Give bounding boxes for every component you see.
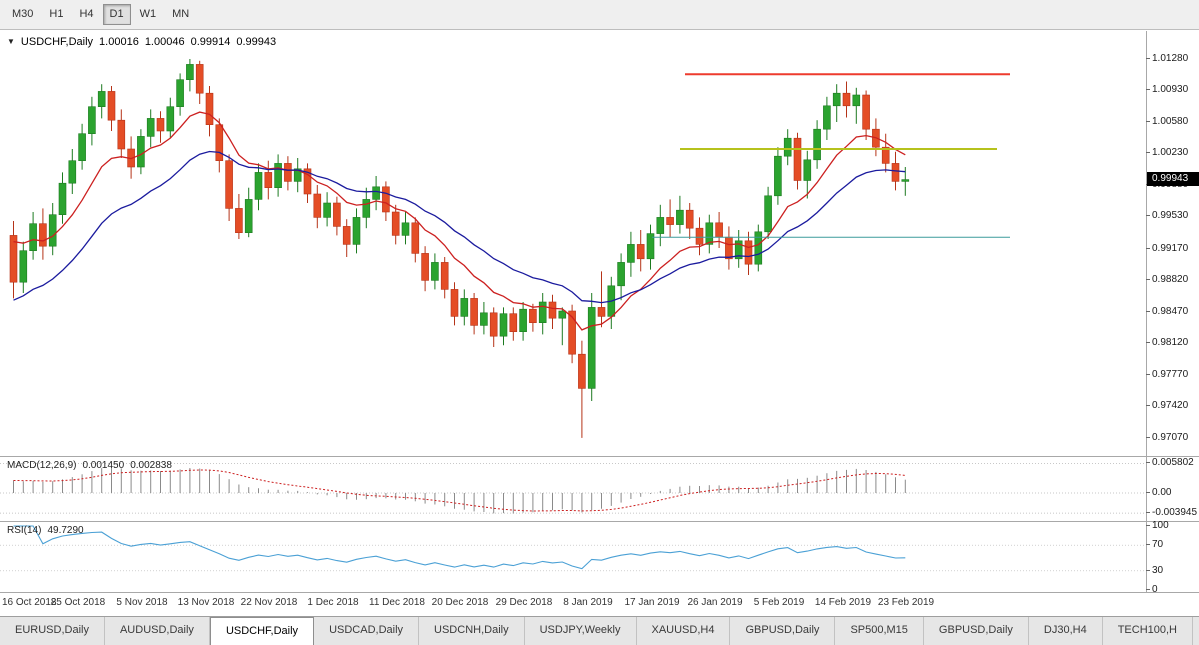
timeframe-h4[interactable]: H4 [79,8,94,20]
tab-usdcad-daily[interactable]: USDCAD,Daily [314,617,420,645]
time-axis-label: 25 Oct 2018 [50,597,106,608]
macd-header: MACD(12,26,9) 0.001450 0.002838 [7,460,172,471]
macd-histogram [13,467,906,514]
price-axis-label: 1.00230 [1146,147,1198,159]
tab-tech100[interactable]: TECH100,H [1103,617,1193,645]
symbol-period-label: USDCHF,Daily [20,36,94,48]
high-value: 1.00046 [144,36,185,48]
time-axis-label: 11 Dec 2018 [369,597,425,608]
current-price-badge: 0.99943 [1147,172,1199,186]
close-value: 0.99943 [236,36,277,48]
price-axis-label: 0.98120 [1146,337,1198,349]
timeframe-h1[interactable]: H1 [49,8,64,20]
tab-gbpusd-daily-2[interactable]: GBPUSD,Daily [924,617,1029,645]
low-value: 0.99914 [190,36,231,48]
rsi-indicator-canvas[interactable] [0,523,1147,592]
price-axis-label: 0.99170 [1146,243,1198,255]
time-axis-label: 29 Dec 2018 [495,597,553,608]
chart-title: ▼ USDCHF,Daily 1.00016 1.00046 0.99914 0… [7,36,276,48]
timeframe-m30[interactable]: M30 [12,8,34,20]
panel-separator [0,592,1199,593]
price-axis-label: 0.98470 [1146,306,1198,318]
timeframe-mn[interactable]: MN [172,8,190,20]
rsi-axis-label: 70 [1146,539,1198,551]
panel-separator [0,456,1199,457]
macd-axis-label: 0.005802 [1146,457,1198,469]
chart-window [0,31,1199,616]
macd-indicator-canvas[interactable] [0,458,1147,520]
rsi-axis-label: 0 [1146,584,1198,596]
time-axis-label: 1 Dec 2018 [307,597,359,608]
tab-audusd-daily[interactable]: AUDUSD,Daily [105,617,210,645]
timeframe-w1[interactable]: W1 [139,8,157,20]
time-axis-label: 16 Oct 2018 [2,597,57,608]
time-axis-label: 17 Jan 2019 [624,597,680,608]
price-axis-label: 1.00580 [1146,116,1198,128]
tab-usdjpy-weekly[interactable]: USDJPY,Weekly [525,617,637,645]
price-chart-canvas[interactable] [0,32,1147,456]
rsi-label: RSI(14) [7,525,42,536]
rsi-axis-label: 100 [1146,520,1198,532]
macd-axis-label: -0.003945 [1146,507,1198,518]
tab-eurusd-daily[interactable]: EURUSD,Daily [0,617,105,645]
price-axis-label: 0.99530 [1146,210,1198,222]
time-axis-label: 20 Dec 2018 [431,597,489,608]
open-value: 1.00016 [99,36,139,48]
time-axis-label: 5 Nov 2018 [116,597,168,608]
rsi-axis-label: 30 [1146,565,1198,577]
time-axis-label: 26 Jan 2019 [687,597,743,608]
rsi-line [13,525,906,570]
time-axis-label: 22 Nov 2018 [240,597,298,608]
tab-sp500-m15[interactable]: SP500,M15 [835,617,924,645]
panel-separator [0,521,1199,522]
time-axis-label: 23 Feb 2019 [877,597,935,608]
time-axis-label: 13 Nov 2018 [177,597,235,608]
timeframe-toolbar: M30 H1 H4 D1 W1 MN [0,0,1199,30]
macd-signal-value: 0.002838 [130,460,172,471]
macd-axis-label: 0.00 [1146,487,1198,499]
price-axis-label: 0.98820 [1146,274,1198,286]
tab-usdcnh-daily[interactable]: USDCNH,Daily [419,617,525,645]
macd-main-value: 0.001450 [82,460,125,471]
quick-trade-arrow-icon[interactable]: ▼ [7,37,15,46]
tab-usdchf-daily[interactable]: USDCHF,Daily [209,617,315,645]
price-axis-label: 1.00930 [1146,84,1198,96]
tab-dj30-h4[interactable]: DJ30,H4 [1029,617,1103,645]
timeframe-d1[interactable]: D1 [102,4,131,25]
tab-xauusd-h4[interactable]: XAUUSD,H4 [637,617,731,645]
ma-slow-line [13,150,906,304]
symbol-tab-bar: EURUSD,Daily AUDUSD,Daily USDCHF,Daily U… [0,616,1199,645]
rsi-value: 49.7290 [47,525,84,536]
price-axis-label: 0.97070 [1146,432,1198,444]
price-axis-label: 0.97420 [1146,400,1198,412]
ma-fast-line [13,111,906,331]
time-axis-label: 14 Feb 2019 [814,597,872,608]
candles-layer [9,59,910,438]
tab-gbpusd-daily[interactable]: GBPUSD,Daily [730,617,836,645]
price-axis-label: 0.97770 [1146,369,1198,381]
rsi-header: RSI(14) 49.7290 [7,525,84,536]
time-axis-label: 5 Feb 2019 [753,597,805,608]
macd-signal-line [13,469,906,512]
price-axis-label: 1.01280 [1146,53,1198,65]
macd-label: MACD(12,26,9) [7,460,77,471]
time-axis-label: 8 Jan 2019 [563,597,613,608]
